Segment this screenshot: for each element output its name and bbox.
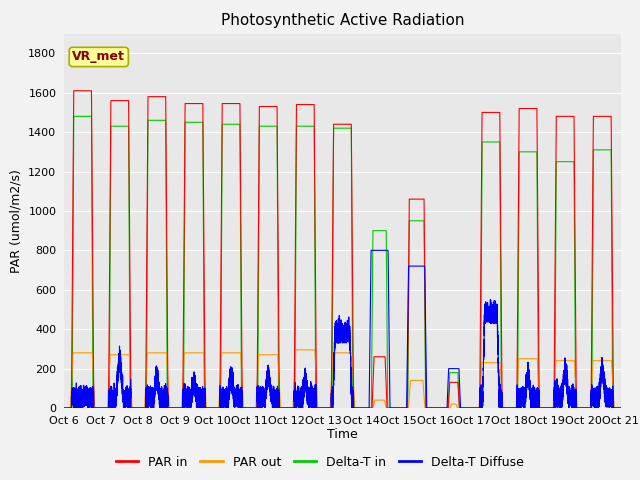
Text: VR_met: VR_met [72,50,125,63]
Title: Photosynthetic Active Radiation: Photosynthetic Active Radiation [221,13,464,28]
X-axis label: Time: Time [327,429,358,442]
Legend: PAR in, PAR out, Delta-T in, Delta-T Diffuse: PAR in, PAR out, Delta-T in, Delta-T Dif… [111,451,529,474]
Y-axis label: PAR (umol/m2/s): PAR (umol/m2/s) [10,169,22,273]
